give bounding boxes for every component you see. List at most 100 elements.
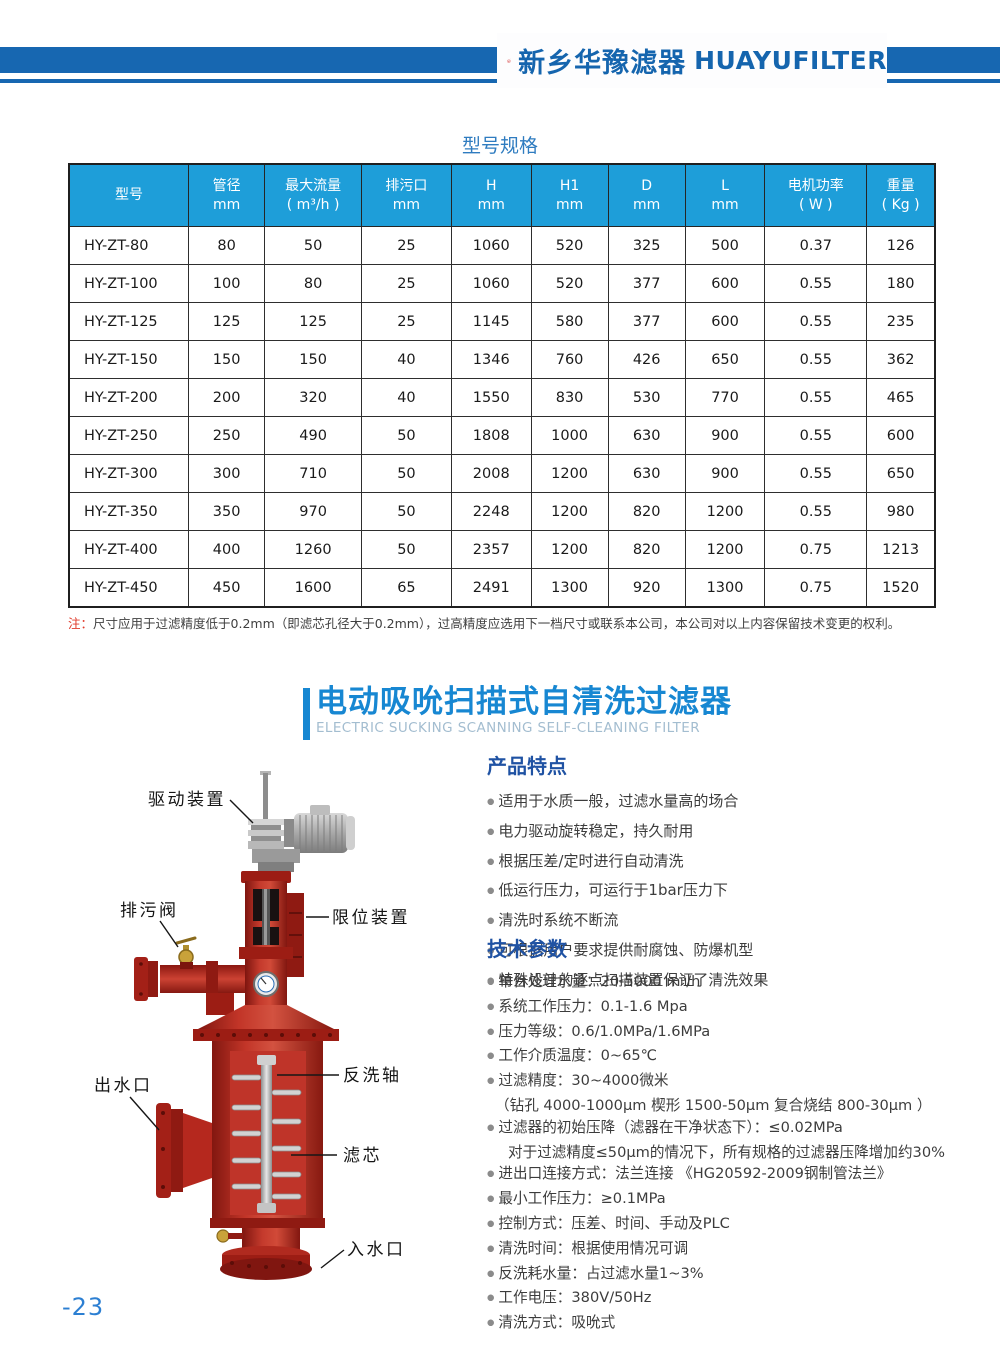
inlet-base — [216, 1228, 312, 1280]
drain-valve — [175, 936, 197, 969]
table-cell: 1000 — [530, 416, 609, 455]
table-cell: 25 — [360, 226, 452, 265]
table-cell: HY-ZT-200 — [68, 378, 189, 417]
backwash-shaft — [261, 1057, 272, 1213]
table-cell: 0.55 — [764, 340, 868, 379]
label-limit-device: 限位装置 — [332, 908, 410, 928]
table-cell: HY-ZT-400 — [68, 530, 189, 569]
parameters-heading: 技术参数 — [487, 937, 567, 961]
column-header: 电机功率( W ) — [764, 163, 868, 227]
section-title-en: ELECTRIC SUCKING SCANNING SELF-CLEANING … — [316, 720, 701, 736]
section-title-block: 电动吸吮扫描式自清洗过滤器 ELECTRIC SUCKING SCANNING … — [303, 684, 732, 740]
label-backwash-shaft: 反洗轴 — [343, 1066, 402, 1086]
table-cell: 630 — [607, 454, 686, 493]
table-cell: 770 — [684, 378, 766, 417]
table-cell: 40 — [360, 340, 452, 379]
table-cell: 125 — [264, 302, 362, 341]
tank-dome — [193, 1005, 339, 1041]
spec-table-title: 型号规格 — [461, 135, 538, 157]
table-cell: 450 — [187, 568, 266, 608]
table-cell: 0.55 — [764, 492, 868, 531]
table-cell: 1213 — [866, 530, 936, 569]
table-cell: 150 — [187, 340, 266, 379]
table-cell: HY-ZT-80 — [68, 226, 189, 265]
column-header: 管径 mm — [187, 163, 266, 227]
table-cell: HY-ZT-125 — [68, 302, 189, 341]
table-cell: 630 — [607, 416, 686, 455]
drive-unit — [248, 771, 355, 872]
table-cell: 50 — [360, 454, 452, 493]
table-cell: 80 — [264, 264, 362, 303]
table-cell: 400 — [187, 530, 266, 569]
table-cell: 25 — [360, 302, 452, 341]
table-row: HY-ZT-450 450 1600 65 2491 1300 920 1300 0.75 152… — [68, 568, 936, 608]
label-drive-unit: 驱动装置 — [148, 790, 226, 810]
outlet-pipe — [156, 1103, 212, 1198]
list-item: 反洗耗水量：占过滤水量1~3% — [487, 1263, 999, 1288]
table-cell: 180 — [866, 264, 936, 303]
table-cell: 100 — [187, 264, 266, 303]
table-cell: 65 — [360, 568, 452, 608]
table-cell: 377 — [607, 264, 686, 303]
table-cell: 1550 — [450, 378, 532, 417]
huayu-logo-icon: ® — [507, 57, 511, 63]
table-cell: 0.75 — [764, 530, 868, 569]
table-row: HY-ZT-250 250 490 50 1808 1000 630 900 0.55 600 — [68, 416, 936, 455]
table-row: HY-ZT-150 150 150 40 1346 760 426 650 0.55 362 — [68, 340, 936, 379]
list-item: 清洗方式：吸吮式 — [487, 1312, 999, 1337]
table-cell: 1200 — [530, 530, 609, 569]
brand-name-cn: 新乡华豫滤器 — [518, 48, 687, 79]
table-row: HY-ZT-300 300 710 50 2008 1200 630 900 0.55 650 — [68, 454, 936, 493]
pointer-line — [129, 1096, 160, 1131]
table-cell: 2491 — [450, 568, 532, 608]
table-cell: 50 — [360, 530, 452, 569]
drain-pipe — [134, 936, 245, 1015]
table-row: HY-ZT-400 400 1260 50 2357 1200 820 1200 0.75 121… — [68, 530, 936, 569]
table-cell: 0.75 — [764, 568, 868, 608]
table-cell: 520 — [530, 226, 609, 265]
list-item: 单台处理水量：20-5000 m³/h — [487, 971, 999, 996]
table-cell: 25 — [360, 264, 452, 303]
footnote-text: 尺寸应用于过滤精度低于0.2mm（即滤芯孔径大于0.2mm），过高精度应选用下一… — [93, 616, 901, 631]
table-cell: 1145 — [450, 302, 532, 341]
pointer-line — [159, 920, 179, 948]
table-cell: 1200 — [684, 530, 766, 569]
column-header: 型号 — [68, 163, 189, 227]
features-heading: 产品特点 — [487, 754, 567, 778]
table-cell: 600 — [684, 264, 766, 303]
footnote-mark: 注： — [68, 616, 94, 631]
list-item: 过滤器的初始压降（滤器在干净状态下）：≤0.02MPa — [487, 1117, 999, 1142]
table-cell: 1200 — [530, 492, 609, 531]
table-cell: 1060 — [450, 226, 532, 265]
table-cell: 150 — [264, 340, 362, 379]
spec-table-body: HY-ZT-80 80 50 25 1060 520 325 500 0.37 126 HY-ZT-… — [68, 226, 936, 608]
table-cell: 50 — [360, 416, 452, 455]
list-item: 工作电压：380V/50Hz — [487, 1287, 999, 1312]
table-cell: 0.55 — [764, 378, 868, 417]
pointer-line — [229, 799, 254, 824]
table-cell: 126 — [866, 226, 936, 265]
list-item: 低运行压力，可运行于1bar压力下 — [487, 877, 997, 907]
table-cell: 1260 — [264, 530, 362, 569]
table-cell: 1200 — [530, 454, 609, 493]
list-item: 过滤精度：30~4000微米 — [487, 1070, 999, 1095]
table-cell: 40 — [360, 378, 452, 417]
brand-box: ® 新乡华豫滤器 HUAYUFILTER — [497, 33, 887, 88]
table-cell: 520 — [530, 264, 609, 303]
column-header: 重量( Kg ) — [866, 163, 936, 227]
table-cell: 1300 — [684, 568, 766, 608]
table-cell: 377 — [607, 302, 686, 341]
table-cell: 830 — [530, 378, 609, 417]
section-accent-bar — [303, 688, 310, 740]
list-item: 进出口连接方式：法兰连接 《HG20592-2009钢制管法兰》 — [487, 1163, 999, 1188]
technical-parameters-section: 技术参数 单台处理水量：20-5000 m³/h系统工作压力：0.1-1.6 M… — [487, 933, 999, 1337]
parameters-list: 单台处理水量：20-5000 m³/h系统工作压力：0.1-1.6 Mpa压力等… — [487, 971, 999, 1337]
table-row: HY-ZT-125 125 125 25 1145 580 377 600 0.55 235 — [68, 302, 936, 341]
table-cell: 0.55 — [764, 264, 868, 303]
table-cell: HY-ZT-100 — [68, 264, 189, 303]
list-item: 清洗时间：根据使用情况可调 — [487, 1238, 999, 1263]
table-cell: 325 — [607, 226, 686, 265]
table-cell: 235 — [866, 302, 936, 341]
